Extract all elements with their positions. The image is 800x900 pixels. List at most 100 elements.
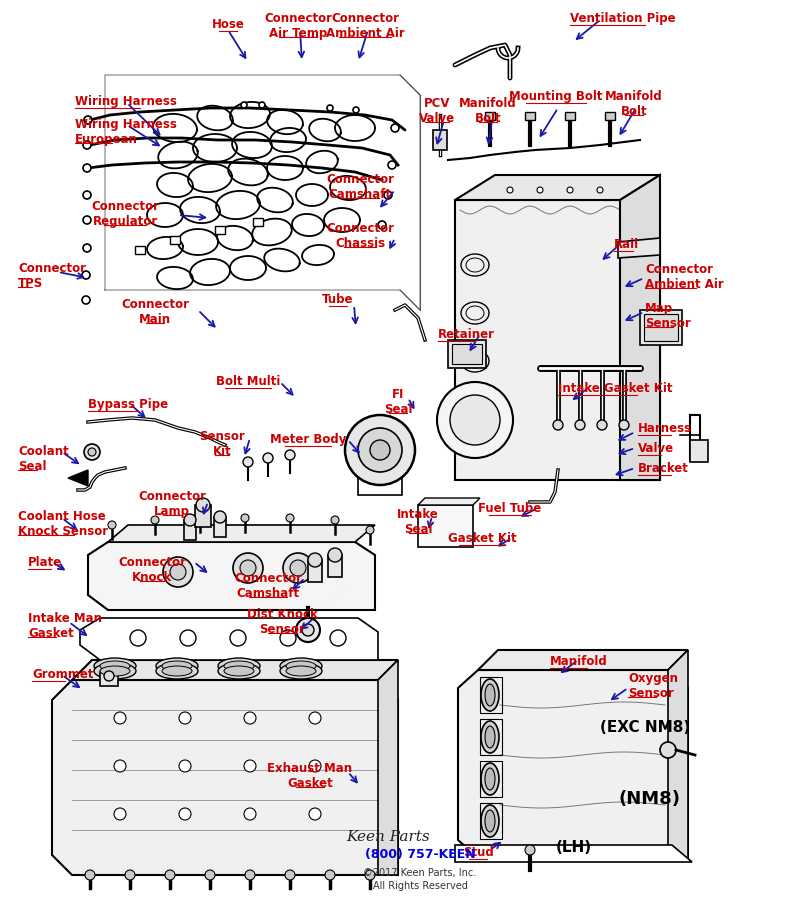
Circle shape — [244, 712, 256, 724]
Polygon shape — [458, 670, 688, 858]
Bar — [605, 112, 615, 120]
Circle shape — [388, 161, 396, 169]
Text: Grommet: Grommet — [32, 668, 94, 681]
Circle shape — [331, 516, 339, 524]
Circle shape — [205, 870, 215, 880]
Bar — [195, 505, 211, 527]
Circle shape — [296, 618, 320, 642]
Text: Intake Gasket Kit: Intake Gasket Kit — [558, 382, 673, 395]
Circle shape — [241, 514, 249, 522]
Bar — [480, 761, 502, 797]
Circle shape — [244, 808, 256, 820]
Circle shape — [280, 630, 296, 646]
Text: Mounting Bolt: Mounting Bolt — [510, 90, 602, 103]
Circle shape — [309, 808, 321, 820]
Text: Connector
Knock: Connector Knock — [118, 556, 186, 584]
Polygon shape — [108, 525, 375, 542]
Circle shape — [165, 870, 175, 880]
Text: Hose: Hose — [211, 18, 245, 31]
Circle shape — [88, 448, 96, 456]
Ellipse shape — [481, 805, 499, 837]
Circle shape — [358, 428, 402, 472]
Circle shape — [83, 164, 91, 172]
Ellipse shape — [94, 658, 136, 674]
Bar — [640, 310, 682, 345]
Bar — [418, 505, 473, 547]
Bar — [480, 803, 502, 839]
Text: Sensor
Kit: Sensor Kit — [199, 430, 245, 458]
Polygon shape — [378, 660, 398, 875]
Text: Exhaust Man
Gasket: Exhaust Man Gasket — [267, 762, 353, 790]
Circle shape — [365, 870, 375, 880]
Text: Connector
Regulator: Connector Regulator — [91, 200, 159, 228]
Circle shape — [108, 521, 116, 529]
Text: Oxygen
Sensor: Oxygen Sensor — [628, 672, 678, 700]
Circle shape — [366, 526, 374, 534]
Circle shape — [328, 548, 342, 562]
Circle shape — [85, 870, 95, 880]
Ellipse shape — [100, 666, 130, 676]
Polygon shape — [668, 650, 688, 858]
Circle shape — [241, 102, 247, 108]
Polygon shape — [478, 650, 688, 670]
Bar — [328, 555, 342, 577]
Text: Intake Man
Gasket: Intake Man Gasket — [28, 612, 102, 640]
Circle shape — [83, 191, 91, 199]
Text: (NM8): (NM8) — [618, 790, 680, 808]
Text: Map
Sensor: Map Sensor — [645, 302, 690, 330]
Circle shape — [233, 553, 263, 583]
Bar — [214, 517, 226, 537]
Ellipse shape — [485, 768, 495, 790]
Circle shape — [184, 514, 196, 526]
Bar — [215, 226, 225, 234]
Circle shape — [104, 671, 114, 681]
Text: Connector
Air Temp: Connector Air Temp — [264, 12, 332, 40]
Text: Wiring Harness
European: Wiring Harness European — [75, 118, 177, 146]
Text: (800) 757-KEEN: (800) 757-KEEN — [365, 848, 475, 861]
Text: Manifold
Bolt: Manifold Bolt — [459, 97, 517, 125]
Circle shape — [437, 382, 513, 458]
Circle shape — [163, 557, 193, 587]
Polygon shape — [88, 542, 375, 610]
Ellipse shape — [94, 663, 136, 679]
Polygon shape — [455, 200, 660, 480]
Text: Tube: Tube — [322, 293, 354, 306]
Circle shape — [285, 870, 295, 880]
Bar — [644, 314, 678, 341]
Text: Meter Body: Meter Body — [270, 433, 346, 446]
Text: FI
Seal: FI Seal — [384, 388, 412, 416]
Circle shape — [125, 870, 135, 880]
Ellipse shape — [481, 763, 499, 795]
Circle shape — [245, 870, 255, 880]
Text: Connector
Main: Connector Main — [121, 298, 189, 326]
Text: Valve: Valve — [638, 442, 674, 455]
Circle shape — [196, 498, 210, 512]
Text: Keen Parts: Keen Parts — [346, 830, 430, 844]
Circle shape — [450, 395, 500, 445]
Ellipse shape — [224, 666, 254, 676]
Polygon shape — [80, 618, 378, 660]
Ellipse shape — [162, 666, 192, 676]
Circle shape — [345, 415, 415, 485]
Circle shape — [179, 760, 191, 772]
Circle shape — [179, 712, 191, 724]
Bar — [480, 719, 502, 755]
Ellipse shape — [485, 684, 495, 706]
Ellipse shape — [286, 661, 316, 671]
Ellipse shape — [280, 658, 322, 674]
Bar — [433, 130, 447, 150]
Circle shape — [597, 420, 607, 430]
Circle shape — [378, 221, 386, 229]
Circle shape — [575, 420, 585, 430]
Circle shape — [325, 870, 335, 880]
Circle shape — [243, 457, 253, 467]
Polygon shape — [418, 498, 480, 505]
Ellipse shape — [485, 726, 495, 748]
Ellipse shape — [100, 661, 130, 671]
Circle shape — [353, 107, 359, 113]
Ellipse shape — [485, 810, 495, 832]
Ellipse shape — [156, 663, 198, 679]
Text: Manifold
Bolt: Manifold Bolt — [605, 90, 663, 118]
Text: Plate: Plate — [28, 556, 62, 569]
Text: (EXC NM8): (EXC NM8) — [600, 720, 690, 735]
